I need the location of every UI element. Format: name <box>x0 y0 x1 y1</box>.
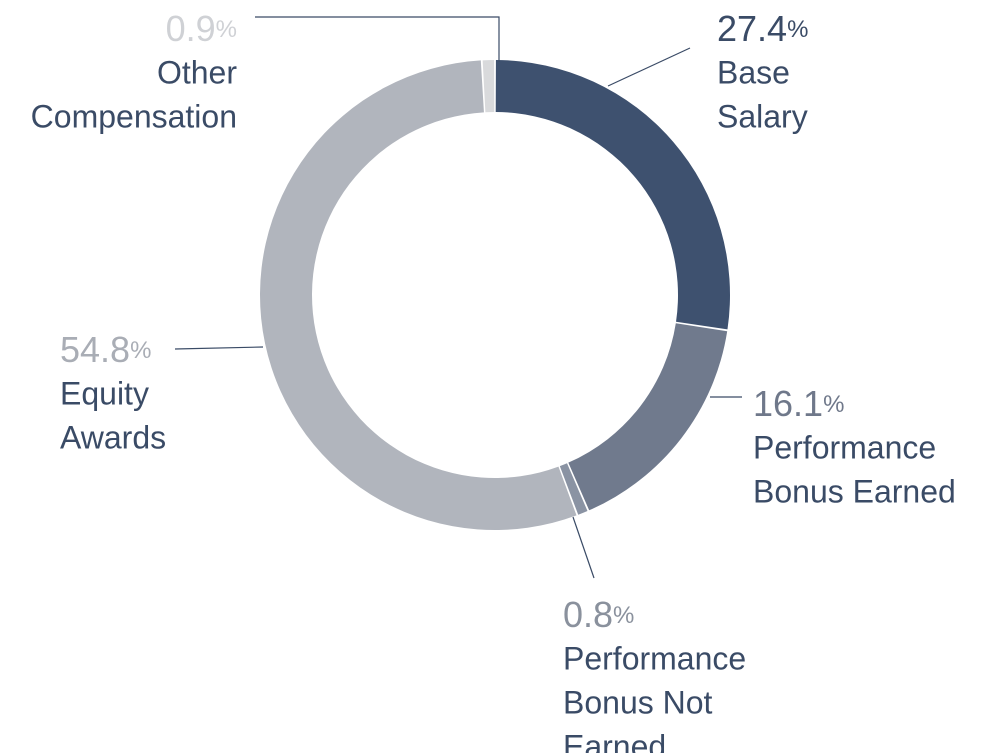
value-number: 27.4 <box>717 8 787 49</box>
slice-other-compensation <box>482 60 495 113</box>
value-label-other-compensation: 0.9% <box>166 8 237 49</box>
value-number: 0.8 <box>563 594 613 635</box>
value-percent-sign: % <box>787 16 808 43</box>
labels-group: 27.4% Base Salary 16.1% Performance Bonus Ear… <box>31 8 956 753</box>
category-label-equity-awards-line-1: Equity <box>60 375 149 411</box>
category-label-other-compensation-line-2: Compensation <box>31 98 237 134</box>
leader-line-equity-awards <box>174 346 264 350</box>
category-label-base-salary-line-1: Base <box>717 54 790 90</box>
slice-equity-awards <box>259 60 577 531</box>
value-percent-sign: % <box>130 337 151 364</box>
leader-line-performance-bonus-not-earned <box>572 516 595 579</box>
category-label-base-salary-line-2: Salary <box>717 98 808 134</box>
slice-performance-bonus-earned <box>568 323 728 511</box>
slices-group <box>259 60 731 531</box>
value-label-performance-bonus-earned: 16.1% <box>753 383 844 424</box>
leader-line-base-salary <box>607 47 691 87</box>
slice-performance-bonus-not-earned <box>559 463 588 515</box>
value-number: 54.8 <box>60 329 130 370</box>
value-label-performance-bonus-not-earned: 0.8% <box>563 594 634 635</box>
value-number: 16.1 <box>753 383 823 424</box>
value-label-equity-awards: 54.8% <box>60 329 151 370</box>
category-label-performance-bonus-not-earned-line-3: Earned <box>563 728 666 753</box>
category-label-performance-bonus-not-earned-line-2: Bonus Not <box>563 684 713 720</box>
category-label-performance-bonus-earned-line-1: Performance <box>753 429 936 465</box>
leader-lines-group <box>174 16 742 579</box>
value-percent-sign: % <box>613 602 634 629</box>
category-label-other-compensation-line-1: Other <box>157 54 237 90</box>
value-number: 0.9 <box>166 8 216 49</box>
value-percent-sign: % <box>823 391 844 418</box>
category-label-performance-bonus-earned-line-2: Bonus Earned <box>753 473 956 509</box>
leader-line-other-compensation <box>255 16 500 62</box>
category-label-performance-bonus-not-earned-line-1: Performance <box>563 640 746 676</box>
category-label-equity-awards-line-2: Awards <box>60 419 166 455</box>
value-percent-sign: % <box>216 16 237 43</box>
slice-base-salary <box>495 60 731 330</box>
value-label-base-salary: 27.4% <box>717 8 808 49</box>
